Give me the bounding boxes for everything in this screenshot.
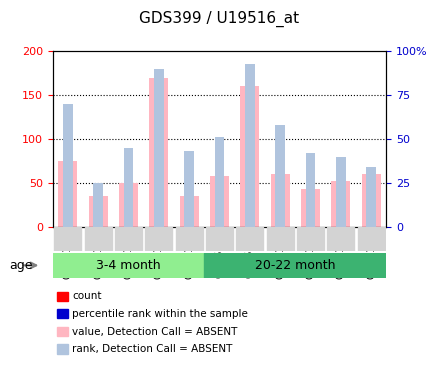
Bar (335, 157, 345, 227)
Bar (115, 227, 142, 251)
Bar (300, 189, 319, 227)
Bar (214, 137, 224, 227)
Bar (361, 174, 380, 227)
Text: 3-4 month: 3-4 month (96, 259, 160, 272)
Bar (88, 196, 107, 227)
Bar (331, 181, 350, 227)
Bar (296, 227, 323, 251)
Text: percentile rank within the sample: percentile rank within the sample (72, 309, 248, 319)
Bar (326, 227, 353, 251)
Bar (179, 196, 198, 227)
Bar (175, 227, 202, 251)
Bar (124, 148, 133, 227)
Bar (209, 176, 229, 227)
Bar (236, 227, 263, 251)
Text: age: age (9, 259, 32, 272)
Bar (205, 227, 233, 251)
Bar (154, 69, 163, 227)
Text: value, Detection Call = ABSENT: value, Detection Call = ABSENT (72, 326, 237, 337)
Bar (270, 174, 289, 227)
Bar (119, 183, 138, 227)
Bar (275, 125, 284, 227)
Bar (266, 227, 293, 251)
Text: count: count (72, 291, 102, 302)
Text: rank, Detection Call = ABSENT: rank, Detection Call = ABSENT (72, 344, 232, 354)
Bar (58, 161, 77, 227)
Bar (85, 227, 112, 251)
Bar (53, 253, 204, 278)
Text: 20-22 month: 20-22 month (254, 259, 335, 272)
Bar (93, 183, 103, 227)
Bar (149, 78, 168, 227)
Bar (54, 227, 81, 251)
Text: GDS399 / U19516_at: GDS399 / U19516_at (139, 11, 299, 27)
Bar (184, 152, 194, 227)
Bar (244, 64, 254, 227)
Bar (145, 227, 172, 251)
Bar (240, 86, 259, 227)
Bar (63, 104, 72, 227)
Bar (366, 167, 375, 227)
Bar (204, 253, 385, 278)
Bar (305, 153, 314, 227)
Bar (357, 227, 384, 251)
